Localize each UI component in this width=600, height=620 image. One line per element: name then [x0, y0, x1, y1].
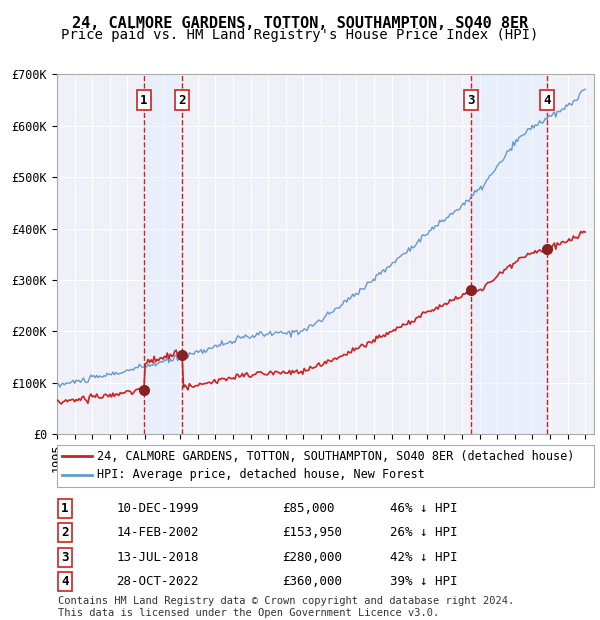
Text: Contains HM Land Registry data © Crown copyright and database right 2024.
This d: Contains HM Land Registry data © Crown c… [58, 596, 514, 618]
Text: 24, CALMORE GARDENS, TOTTON, SOUTHAMPTON, SO40 8ER (detached house): 24, CALMORE GARDENS, TOTTON, SOUTHAMPTON… [97, 450, 575, 463]
Text: 1: 1 [61, 502, 69, 515]
Text: 14-FEB-2002: 14-FEB-2002 [116, 526, 199, 539]
Text: £85,000: £85,000 [283, 502, 335, 515]
Text: 24, CALMORE GARDENS, TOTTON, SOUTHAMPTON, SO40 8ER: 24, CALMORE GARDENS, TOTTON, SOUTHAMPTON… [72, 16, 528, 30]
Text: 3: 3 [467, 94, 475, 107]
Text: 2: 2 [179, 94, 186, 107]
Text: 46% ↓ HPI: 46% ↓ HPI [390, 502, 457, 515]
Bar [471, 74, 547, 434]
Text: 28-OCT-2022: 28-OCT-2022 [116, 575, 199, 588]
Text: 4: 4 [61, 575, 69, 588]
Text: £280,000: £280,000 [283, 551, 343, 564]
Text: 13-JUL-2018: 13-JUL-2018 [116, 551, 199, 564]
Text: 42% ↓ HPI: 42% ↓ HPI [390, 551, 457, 564]
Text: HPI: Average price, detached house, New Forest: HPI: Average price, detached house, New … [97, 468, 425, 481]
Text: 4: 4 [543, 94, 551, 107]
Text: 26% ↓ HPI: 26% ↓ HPI [390, 526, 457, 539]
Text: £360,000: £360,000 [283, 575, 343, 588]
Text: 1: 1 [140, 94, 148, 107]
Bar [144, 74, 182, 434]
Text: 2: 2 [61, 526, 69, 539]
Text: £153,950: £153,950 [283, 526, 343, 539]
Text: 10-DEC-1999: 10-DEC-1999 [116, 502, 199, 515]
Text: 39% ↓ HPI: 39% ↓ HPI [390, 575, 457, 588]
Text: 3: 3 [61, 551, 69, 564]
FancyBboxPatch shape [57, 445, 594, 487]
Text: Price paid vs. HM Land Registry's House Price Index (HPI): Price paid vs. HM Land Registry's House … [61, 28, 539, 42]
